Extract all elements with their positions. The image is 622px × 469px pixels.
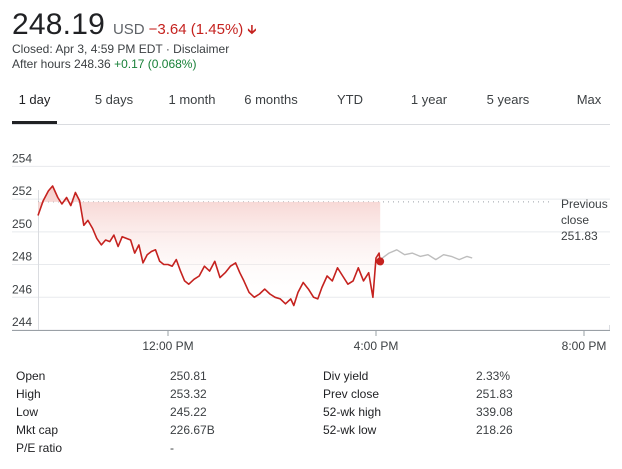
- after-hours-price: After hours 248.36: [12, 57, 111, 71]
- y-tick-label: 246: [12, 282, 32, 296]
- arrow-down-icon: 🡳: [247, 22, 257, 37]
- tab-max[interactable]: Max: [576, 92, 602, 107]
- stat-value-mkt-cap: 226.67B: [170, 423, 215, 437]
- stat-value-pe-ratio: -: [170, 441, 174, 455]
- y-tick-label: 254: [12, 151, 32, 165]
- y-tick-label: 250: [12, 217, 32, 231]
- tab-6-months[interactable]: 6 months: [244, 92, 298, 107]
- after-hours-info: After hours 248.36 +0.17 (0.068%): [12, 57, 610, 72]
- stat-label-mkt-cap: Mkt cap: [16, 423, 59, 437]
- after-hours-change: +0.17 (0.068%): [114, 57, 197, 71]
- stat-value-52wk-high: 339.08: [476, 405, 513, 419]
- tab-1-month[interactable]: 1 month: [168, 92, 216, 107]
- stat-value-prev-close: 251.83: [476, 387, 513, 401]
- stat-row: Open 250.81 Div yield 2.33%: [16, 368, 606, 385]
- quote-header: 248.19 USD −3.64 (1.45%) 🡳 Closed: Apr 3…: [12, 8, 610, 72]
- y-tick-label: 252: [12, 184, 32, 198]
- stat-value-52wk-low: 218.26: [476, 423, 513, 437]
- stat-value-high: 253.32: [170, 387, 207, 401]
- previous-close-label: 251.83: [561, 229, 598, 243]
- stat-value-div-yield: 2.33%: [476, 369, 511, 383]
- currency-label: USD: [112, 21, 145, 38]
- stat-row: Mkt cap 226.67B 52-wk low 218.26: [16, 422, 606, 439]
- stat-row: Low 245.22 52-wk high 339.08: [16, 404, 606, 421]
- tab-ytd[interactable]: YTD: [337, 92, 363, 107]
- stat-label-52wk-low: 52-wk low: [323, 423, 377, 437]
- last-price-dot: [376, 257, 385, 266]
- stat-label-high: High: [16, 387, 41, 401]
- tab-1-day[interactable]: 1 day: [18, 92, 51, 107]
- tab-1-year[interactable]: 1 year: [410, 92, 448, 107]
- stat-value-open: 250.81: [170, 369, 207, 383]
- x-tick-label: 8:00 PM: [562, 339, 607, 353]
- stat-row: P/E ratio -: [16, 440, 606, 457]
- y-tick-label: 248: [12, 250, 32, 264]
- tab-5-days[interactable]: 5 days: [94, 92, 134, 107]
- price-line: [37, 185, 381, 307]
- y-tick-label: 244: [12, 315, 32, 329]
- price-chart[interactable]: 254 252 250 248 246 244 12:00 PM 4:00 PM 8:00 PM…: [0, 140, 622, 355]
- closed-info: Closed: Apr 3, 4:59 PM EDT · Disclaimer: [12, 42, 230, 56]
- area-fill: [38, 186, 381, 306]
- current-price: 248.19: [12, 8, 105, 41]
- stat-label-low: Low: [16, 405, 39, 419]
- stat-label-pe-ratio: P/E ratio: [16, 441, 63, 455]
- price-change: −3.64 (1.45%): [148, 21, 244, 38]
- range-tabs: 1 day 5 days 1 month 6 months YTD 1 year…: [12, 84, 610, 124]
- after-hours-line: [379, 249, 473, 261]
- x-tick-label: 4:00 PM: [354, 339, 399, 353]
- stat-value-low: 245.22: [170, 405, 207, 419]
- previous-close-label: Previous: [561, 197, 608, 211]
- price-row: 248.19 USD −3.64 (1.45%) 🡳: [12, 8, 610, 42]
- active-tab-indicator: [12, 121, 57, 124]
- x-tick-label: 12:00 PM: [142, 339, 193, 353]
- stat-label-52wk-high: 52-wk high: [323, 405, 382, 419]
- previous-close-label: close: [561, 213, 589, 227]
- tab-5-years[interactable]: 5 years: [486, 92, 530, 107]
- stat-row: High 253.32 Prev close 251.83: [16, 386, 606, 403]
- stat-label-div-yield: Div yield: [323, 369, 369, 383]
- stat-label-open: Open: [16, 369, 46, 383]
- tabs-divider: [12, 124, 610, 125]
- stat-label-prev-close: Prev close: [323, 387, 380, 401]
